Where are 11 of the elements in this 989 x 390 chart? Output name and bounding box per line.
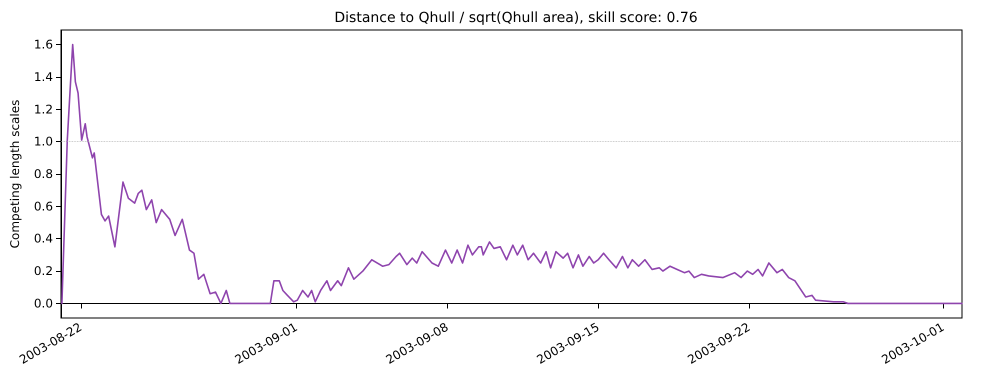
y-tick-label: 0.0 xyxy=(34,296,53,310)
y-tick-label: 0.6 xyxy=(34,199,53,214)
y-axis-title: Competing length scales xyxy=(8,100,22,248)
y-tick-label: 0.8 xyxy=(34,167,53,181)
y-tick-label: 1.2 xyxy=(34,102,53,116)
y-tick-label: 1.0 xyxy=(34,134,53,149)
y-tick-label: 1.6 xyxy=(34,38,53,52)
y-tick-label: 0.2 xyxy=(34,264,53,278)
y-tick-label: 1.4 xyxy=(34,70,53,84)
chart-title: Distance to Qhull / sqrt(Qhull area), skill score: 0.76 xyxy=(334,10,698,26)
y-tick-label: 0.4 xyxy=(34,232,53,246)
